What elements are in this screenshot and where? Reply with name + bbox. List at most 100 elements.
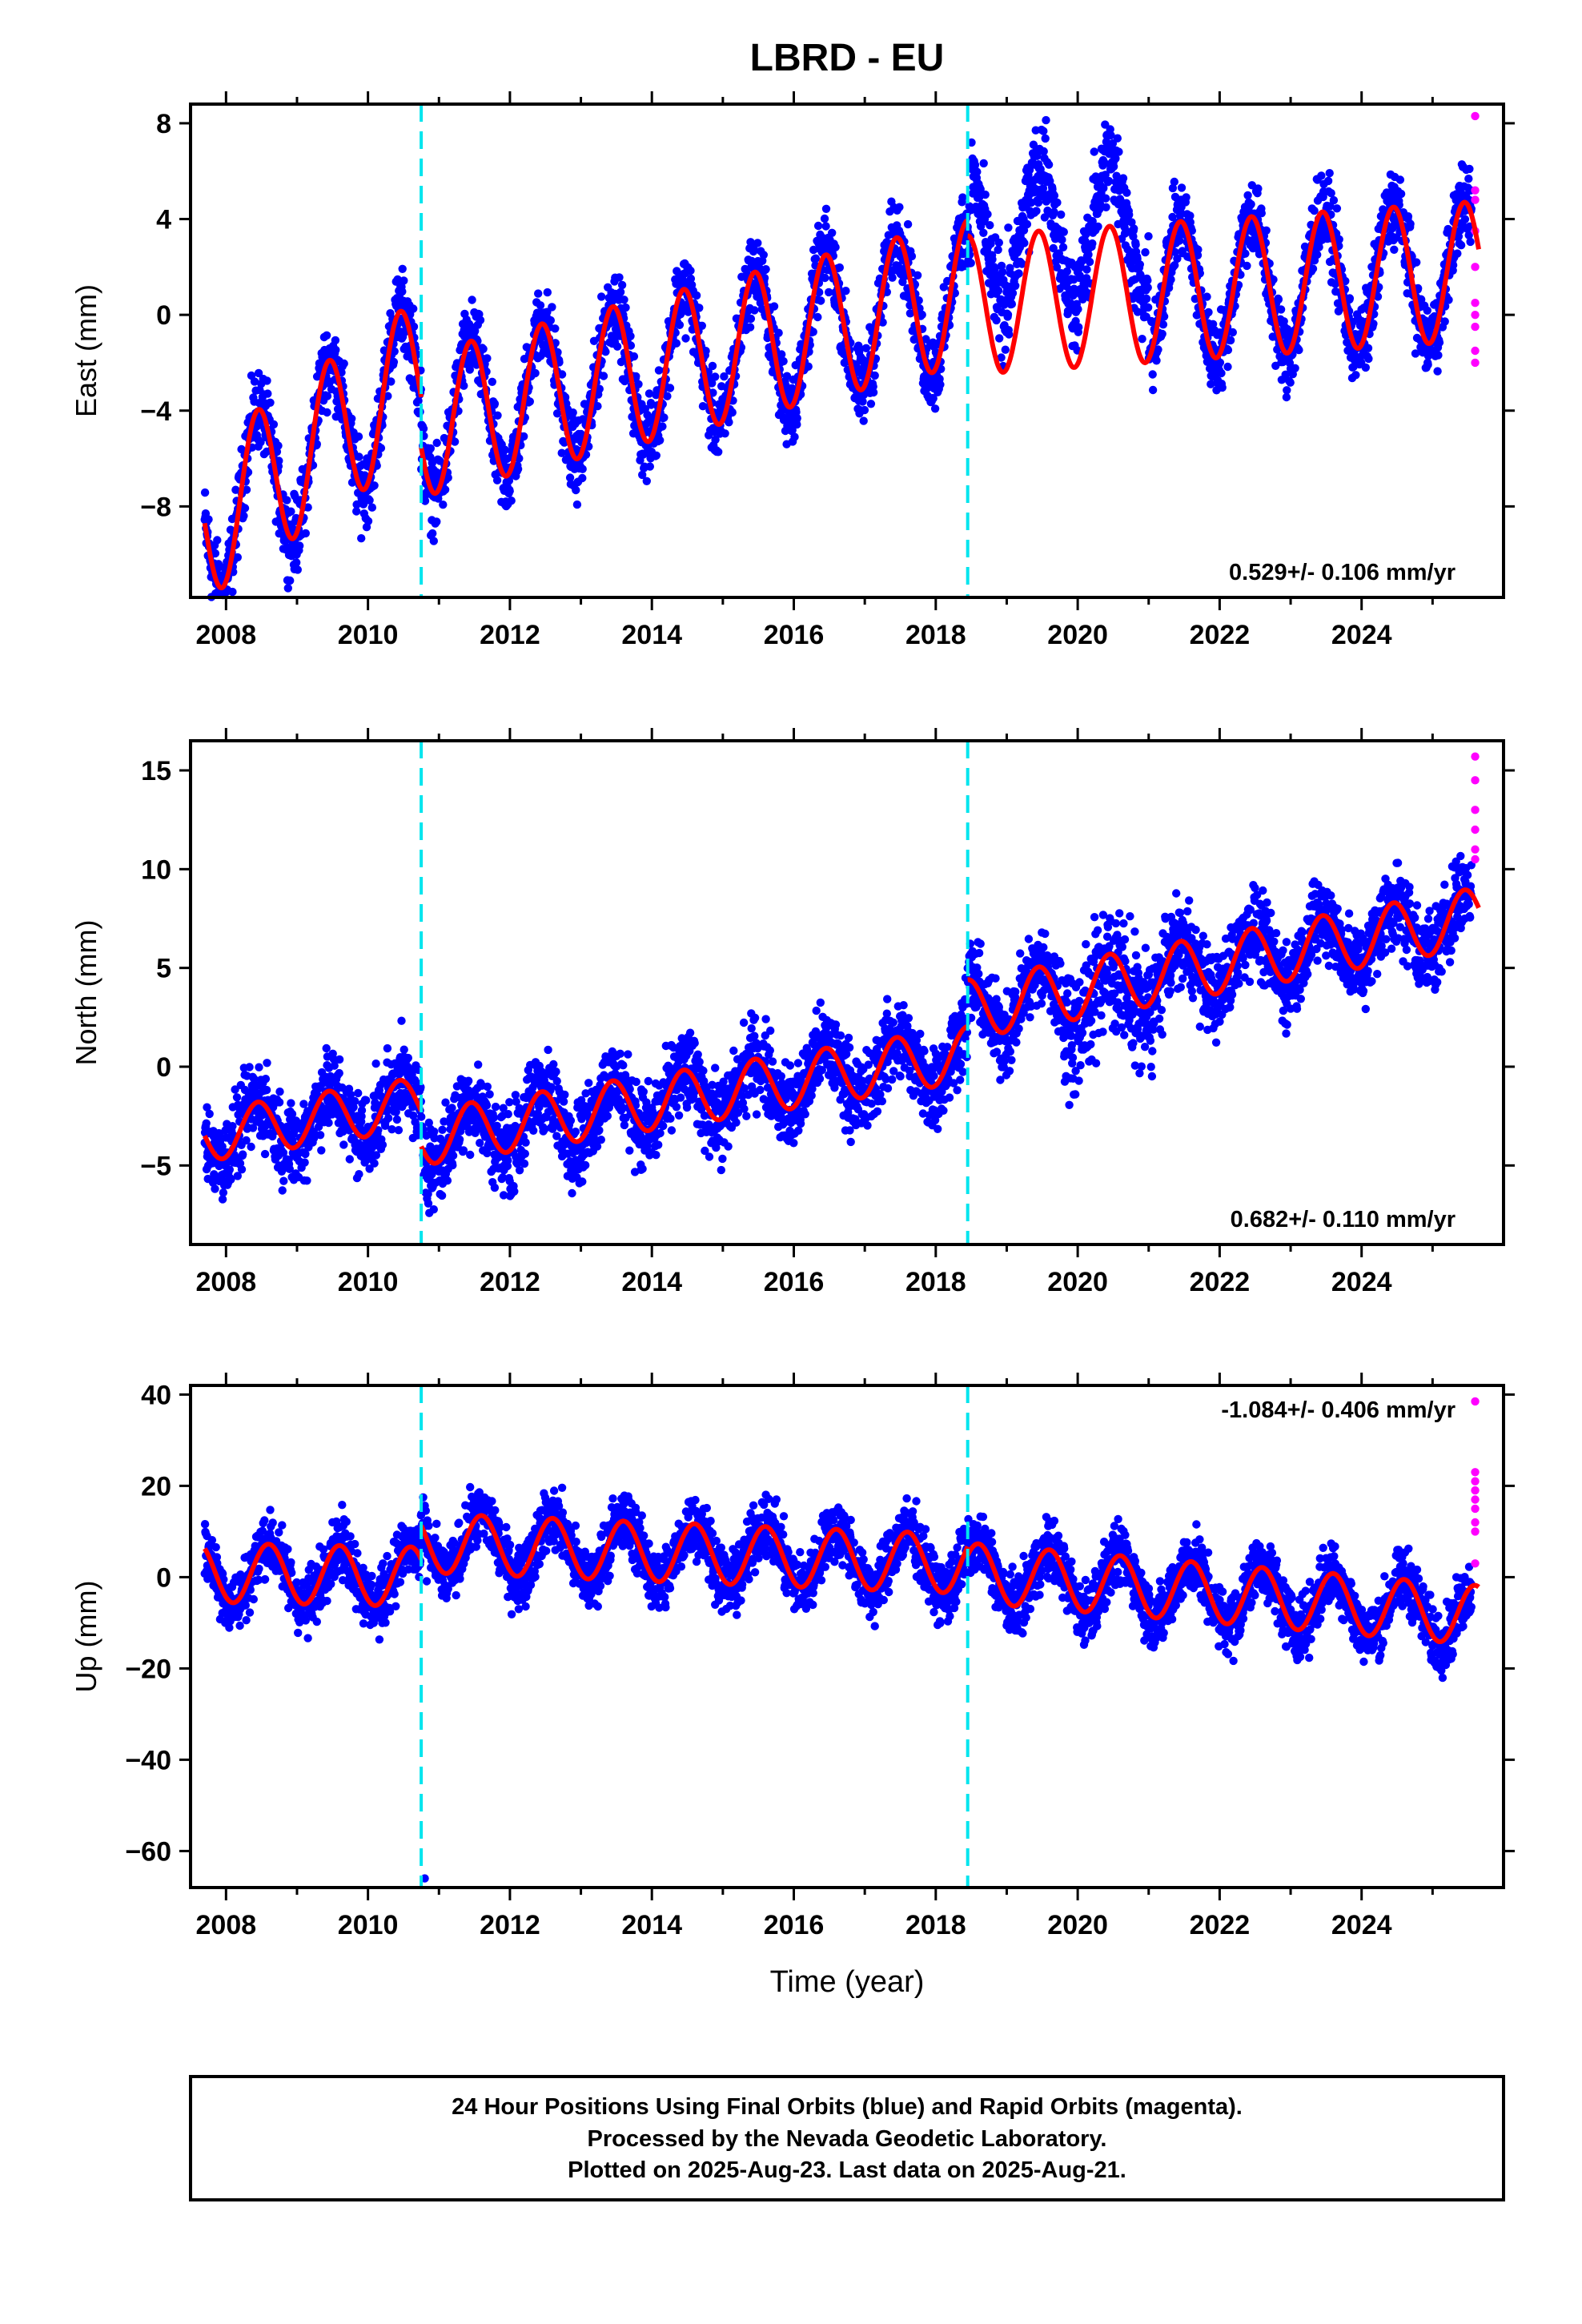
final-orbit-point — [322, 331, 331, 340]
final-orbit-point — [1122, 188, 1131, 197]
final-orbit-point — [970, 160, 980, 169]
final-orbit-point — [483, 354, 492, 363]
final-orbit-point — [400, 1045, 408, 1054]
final-orbit-point — [725, 418, 733, 427]
final-orbit-point — [988, 255, 997, 264]
final-orbit-point — [507, 497, 516, 505]
final-orbit-point — [551, 324, 560, 333]
final-orbit-point — [345, 1155, 354, 1164]
final-orbit-point — [1113, 134, 1122, 143]
rapid-orbit-point — [1471, 298, 1480, 308]
final-orbit-point — [448, 1160, 457, 1170]
final-orbit-point — [793, 414, 801, 423]
final-orbit-point — [275, 1098, 284, 1107]
final-orbit-point — [779, 356, 788, 366]
y-axis-label: East (mm) — [70, 284, 102, 417]
final-orbit-point — [1403, 212, 1413, 221]
final-orbit-point — [994, 286, 1003, 296]
final-orbit-point — [681, 334, 690, 343]
final-orbit-point — [247, 1142, 255, 1152]
final-orbit-point — [708, 361, 717, 371]
final-orbit-point — [367, 503, 376, 512]
final-orbit-point — [1058, 243, 1068, 251]
final-orbit-point — [287, 1099, 295, 1108]
final-orbit-point — [1325, 169, 1334, 178]
final-orbit-point — [1228, 328, 1238, 337]
final-orbit-point — [335, 1055, 344, 1064]
final-orbit-point — [286, 576, 295, 585]
final-orbit-point — [500, 445, 509, 454]
final-orbit-point — [714, 448, 723, 456]
final-orbit-point — [1308, 264, 1318, 273]
final-orbit-point — [219, 1188, 228, 1197]
final-orbit-point — [572, 485, 580, 495]
final-orbit-point — [1257, 209, 1267, 218]
final-orbit-point — [513, 464, 523, 473]
final-orbit-point — [237, 1165, 247, 1174]
final-orbit-point — [504, 1110, 512, 1119]
final-orbit-point — [317, 1146, 326, 1155]
final-orbit-point — [1144, 231, 1153, 241]
final-orbit-points — [200, 851, 1476, 1217]
rapid-orbit-point — [1471, 263, 1480, 271]
final-orbit-point — [595, 384, 604, 393]
x-tick-label: 2014 — [621, 620, 682, 650]
final-orbit-point — [378, 1140, 387, 1149]
final-orbit-point — [474, 1060, 483, 1069]
final-orbit-point — [245, 1063, 254, 1072]
final-orbit-point — [557, 448, 566, 457]
final-orbit-point — [335, 1068, 343, 1078]
final-orbit-point — [239, 1150, 247, 1159]
final-orbit-point — [339, 1140, 348, 1149]
final-orbit-point — [362, 1096, 371, 1105]
final-orbit-point — [1361, 363, 1371, 372]
final-orbit-point — [426, 444, 435, 453]
final-orbit-point — [979, 228, 988, 237]
y-tick-label: 0 — [156, 300, 171, 331]
final-orbit-point — [493, 411, 502, 420]
final-orbit-point — [656, 436, 665, 444]
final-orbit-point — [665, 384, 675, 392]
final-orbit-point — [468, 296, 476, 304]
x-tick-label: 2012 — [480, 620, 540, 650]
final-orbit-point — [1032, 207, 1041, 215]
final-orbit-point — [520, 432, 528, 441]
x-tick-label: 2010 — [338, 620, 399, 650]
final-orbit-point — [274, 441, 283, 450]
final-orbit-point — [1395, 175, 1405, 184]
final-orbit-point — [505, 487, 514, 496]
final-orbit-point — [552, 409, 562, 418]
final-orbit-point — [439, 501, 448, 509]
final-orbit-point — [1364, 354, 1373, 364]
final-orbit-point — [1141, 247, 1150, 257]
final-orbit-point — [1412, 258, 1421, 267]
final-orbit-point — [1434, 351, 1443, 360]
model-curve-segment — [967, 199, 1481, 375]
final-orbit-point — [995, 334, 1004, 343]
final-orbit-point — [1465, 164, 1474, 174]
final-orbit-point — [936, 380, 945, 389]
final-orbit-point — [1138, 335, 1146, 344]
final-orbit-point — [437, 1191, 447, 1200]
final-orbit-point — [483, 1082, 492, 1092]
final-orbit-point — [994, 245, 1002, 255]
final-orbit-point — [417, 1112, 426, 1121]
final-orbit-point — [576, 429, 585, 439]
final-orbit-point — [1335, 235, 1343, 244]
final-orbit-point — [1218, 383, 1227, 392]
final-orbit-point — [1166, 275, 1175, 284]
final-orbit-point — [557, 370, 567, 379]
final-orbit-point — [492, 476, 502, 485]
final-orbit-point — [1243, 191, 1252, 200]
final-orbit-point — [482, 1101, 492, 1110]
final-orbit-point — [568, 408, 577, 417]
final-orbit-point — [612, 342, 622, 351]
final-orbit-point — [231, 485, 240, 494]
final-orbit-point — [1158, 329, 1166, 339]
final-orbit-point — [1088, 239, 1097, 248]
final-orbit-point — [455, 1135, 464, 1144]
final-orbit-point — [339, 359, 348, 368]
final-orbit-point — [1313, 250, 1322, 259]
final-orbit-point — [211, 549, 220, 558]
